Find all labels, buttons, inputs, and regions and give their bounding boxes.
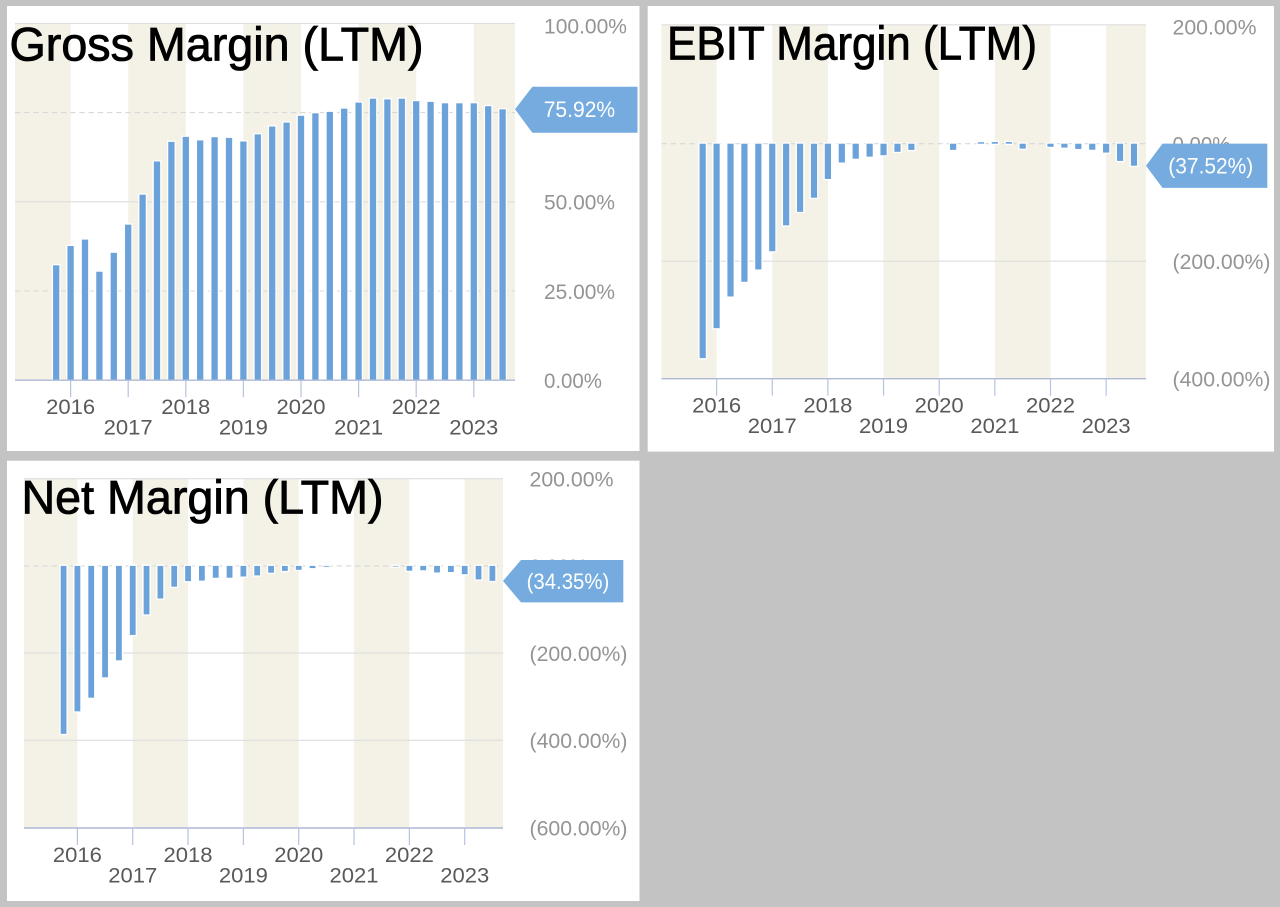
- svg-text:2017: 2017: [748, 415, 797, 438]
- svg-text:(200.00%): (200.00%): [1173, 251, 1271, 274]
- svg-text:2018: 2018: [803, 395, 852, 418]
- svg-text:2023: 2023: [1082, 415, 1131, 438]
- svg-text:EBIT Margin (LTM): EBIT Margin (LTM): [667, 16, 1037, 69]
- svg-text:(600.00%): (600.00%): [530, 817, 628, 840]
- svg-text:2021: 2021: [330, 865, 379, 888]
- svg-text:75.92%: 75.92%: [544, 97, 616, 122]
- svg-text:2017: 2017: [104, 417, 153, 440]
- svg-text:2022: 2022: [392, 396, 441, 419]
- svg-text:(400.00%): (400.00%): [530, 730, 628, 753]
- svg-text:50.00%: 50.00%: [544, 192, 615, 215]
- svg-text:2018: 2018: [164, 844, 213, 867]
- svg-text:(37.52%): (37.52%): [1168, 154, 1253, 179]
- svg-text:2022: 2022: [1026, 395, 1075, 418]
- svg-text:2019: 2019: [859, 415, 908, 438]
- svg-text:2019: 2019: [219, 417, 268, 440]
- svg-text:Gross Margin (LTM): Gross Margin (LTM): [10, 17, 424, 70]
- svg-text:2016: 2016: [53, 844, 102, 867]
- svg-text:2023: 2023: [449, 417, 498, 440]
- svg-text:2016: 2016: [692, 395, 741, 418]
- svg-text:2019: 2019: [219, 865, 268, 888]
- svg-text:2020: 2020: [915, 395, 964, 418]
- svg-text:2021: 2021: [334, 417, 383, 440]
- svg-text:100.00%: 100.00%: [544, 15, 627, 38]
- svg-text:(34.35%): (34.35%): [527, 569, 610, 594]
- svg-text:25.00%: 25.00%: [544, 281, 615, 304]
- svg-text:(400.00%): (400.00%): [1173, 369, 1271, 392]
- svg-text:2023: 2023: [440, 865, 489, 888]
- svg-text:Net Margin (LTM): Net Margin (LTM): [22, 470, 384, 523]
- svg-text:2018: 2018: [161, 396, 210, 419]
- svg-text:2020: 2020: [274, 844, 323, 867]
- svg-text:2016: 2016: [46, 396, 95, 419]
- svg-text:2021: 2021: [970, 415, 1019, 438]
- svg-text:(200.00%): (200.00%): [530, 643, 628, 666]
- svg-text:0.00%: 0.00%: [544, 370, 602, 393]
- svg-text:2020: 2020: [277, 396, 326, 419]
- svg-text:200.00%: 200.00%: [1173, 16, 1257, 39]
- svg-text:2022: 2022: [385, 844, 434, 867]
- svg-text:2017: 2017: [108, 865, 157, 888]
- svg-text:200.00%: 200.00%: [530, 469, 614, 492]
